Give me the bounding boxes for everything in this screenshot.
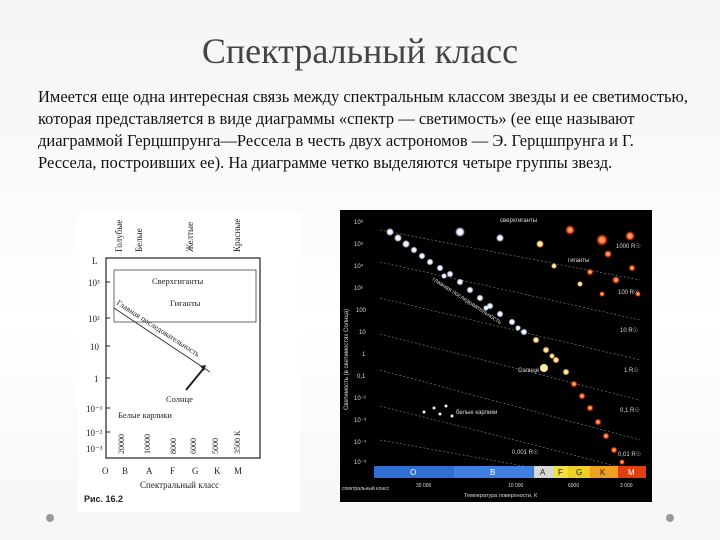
temp-3500: 3500 К xyxy=(233,430,242,454)
y-tick-marks xyxy=(106,281,110,433)
color-label-red: Красные xyxy=(232,219,242,252)
slide-paragraph: Имеется еще одна интересная связь между … xyxy=(38,87,688,172)
spectral-class-G: G xyxy=(192,466,199,476)
y-tick-1e-3: 10⁻³ xyxy=(86,444,103,454)
sun-marker xyxy=(540,364,548,372)
color-label-white: Белые xyxy=(134,228,144,252)
r-x-tick-3000: 3 000 xyxy=(620,483,633,489)
r-class-B: B xyxy=(490,468,495,477)
temp-10000: 10000 xyxy=(143,434,152,454)
r-y-tick-1e-5: 10⁻⁵ xyxy=(354,459,367,466)
bottom-left-dot xyxy=(46,514,54,522)
r-y-tick-1e4: 10⁴ xyxy=(354,263,364,270)
r-class-G: G xyxy=(576,468,582,477)
radius-0-01: 0,01 R☉ xyxy=(618,451,641,458)
r-sun-label: Солнце xyxy=(518,368,540,374)
temp-8000: 8000 xyxy=(169,438,178,454)
radius-0-001: 0,001 R☉ xyxy=(512,449,538,456)
supergiant-stars xyxy=(455,225,641,297)
spectral-class-F: F xyxy=(170,466,175,476)
r-class-A: A xyxy=(540,468,546,477)
temp-20000: 20000 xyxy=(117,434,126,454)
r-y-tick-1e6: 10⁶ xyxy=(354,219,364,226)
radius-10: 10 R☉ xyxy=(620,327,638,334)
r-class-K: K xyxy=(600,468,606,477)
color-label-blue: Голубые xyxy=(114,220,124,252)
temp-6000: 6000 xyxy=(189,438,198,454)
r-y-tick-0-1: 0,1 xyxy=(357,374,366,380)
supergiants-label: Сверхгиганты xyxy=(152,276,203,286)
y-tick-1e-1: 10⁻¹ xyxy=(86,404,103,414)
slide-title: Спектральный класс xyxy=(201,31,519,71)
spectral-class-A: A xyxy=(146,466,153,476)
sun-arrowhead xyxy=(200,365,206,371)
radius-100: 100 R☉ xyxy=(618,289,639,296)
r-y-tick-100: 100 xyxy=(356,308,367,314)
class-band-K xyxy=(590,466,618,478)
y-tick-10: 10 xyxy=(90,342,100,352)
r-x-tick-10000: 10 000 xyxy=(508,483,524,489)
r-x-tick-6000: 6000 xyxy=(568,483,579,489)
y-tick-L: L xyxy=(92,256,98,266)
class-band-M xyxy=(618,466,646,478)
r-x-axis-label: Температура поверхности, К xyxy=(464,493,538,499)
y-tick-1e3: 10³ xyxy=(88,278,100,288)
r-y-tick-1e-4: 10⁻⁴ xyxy=(354,439,367,446)
main-sequence-stars xyxy=(386,228,625,465)
spectral-class-M: M xyxy=(234,466,242,476)
figure-caption: Рис. 16.2 xyxy=(84,494,124,504)
r-y-tick-1e5: 10⁵ xyxy=(354,241,364,248)
r-y-tick-1e-3: 10⁻³ xyxy=(354,418,366,424)
r-x-label-left: спектральный класс xyxy=(342,485,390,492)
r-class-F: F xyxy=(558,468,563,477)
hr-photo-svg: 10⁶ 10⁵ 10⁴ 10³ 100 10 1 0,1 10⁻² 10⁻³ 1… xyxy=(342,218,646,499)
sun-arrow xyxy=(185,367,205,391)
radius-1000: 1000 R☉ xyxy=(616,243,641,250)
r-y-tick-1: 1 xyxy=(362,352,366,358)
spectral-class-bar xyxy=(374,466,646,478)
right-y-ticks: 10⁶ 10⁵ 10⁴ 10³ 100 10 1 0,1 10⁻² 10⁻³ 1… xyxy=(354,219,367,466)
radius-1: 1 R☉ xyxy=(624,367,639,374)
class-band-G xyxy=(568,466,590,478)
spectral-class-K: K xyxy=(214,466,221,476)
r-white-dwarfs-label: белые карлики xyxy=(456,410,497,416)
hr-schematic-svg: Голубые Белые Желтые Красные L 10³ 10² 1… xyxy=(86,219,261,490)
color-label-yellow: Желтые xyxy=(185,222,195,252)
hr-diagram-schematic: Голубые Белые Желтые Красные L 10³ 10² 1… xyxy=(78,212,300,512)
r-supergiants-label: сверхгиганты xyxy=(500,218,537,224)
class-band-A xyxy=(534,466,554,478)
y-tick-1e-2: 10⁻² xyxy=(86,428,103,438)
y-tick-1: 1 xyxy=(94,374,99,384)
r-class-O: O xyxy=(410,468,416,477)
r-y-tick-1e3: 10³ xyxy=(354,286,363,292)
r-giants-label: гиганты xyxy=(568,258,589,264)
bottom-right-dot xyxy=(666,514,674,522)
r-y-tick-10: 10 xyxy=(359,330,366,336)
main-sequence-line xyxy=(113,307,211,373)
r-x-tick-30000: 30 000 xyxy=(416,483,432,489)
hr-diagram-photo: 10⁶ 10⁵ 10⁴ 10³ 100 10 1 0,1 10⁻² 10⁻³ 1… xyxy=(340,210,652,502)
class-band-O xyxy=(374,466,454,478)
spectral-class-O: O xyxy=(102,466,109,476)
r-class-M: M xyxy=(628,468,635,477)
r-y-axis-label: Светимость (в светимостях Солнца) xyxy=(344,309,350,410)
r-y-tick-1e-2: 10⁻² xyxy=(354,396,366,402)
x-axis-label: Спектральный класс xyxy=(140,480,219,490)
giants-label: Гиганты xyxy=(170,298,201,308)
white-dwarfs-label: Белые карлики xyxy=(118,410,172,420)
spectral-class-B: B xyxy=(122,466,128,476)
class-band-B xyxy=(454,466,534,478)
class-band-F xyxy=(554,466,568,478)
sun-label: Солнце xyxy=(166,394,193,404)
radius-0-1: 0,1 R☉ xyxy=(620,407,640,414)
radius-lines xyxy=(379,229,641,479)
temp-5000: 5000 xyxy=(211,438,220,454)
supergiants-region xyxy=(113,269,257,323)
white-dwarf-stars xyxy=(422,404,454,418)
y-tick-1e2: 10² xyxy=(88,314,100,324)
